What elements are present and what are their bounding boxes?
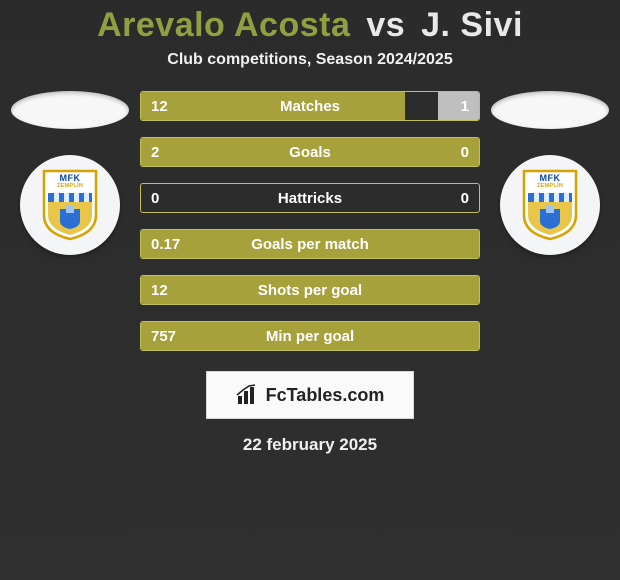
stat-bar: 757Min per goal [140, 321, 480, 351]
player1-oval [11, 91, 129, 129]
player2-oval [491, 91, 609, 129]
bar-value-right: 1 [461, 92, 469, 120]
title-player2: J. Sivi [421, 6, 523, 44]
stat-bar: 0.17Goals per match [140, 229, 480, 259]
bar-fill-left [141, 276, 479, 304]
date-text: 22 february 2025 [0, 435, 620, 455]
subtitle: Club competitions, Season 2024/2025 [0, 51, 620, 69]
bar-label: Hattricks [141, 184, 479, 212]
bar-fill-right [438, 92, 479, 120]
side-right: MFK ZEMPLÍN [490, 91, 610, 255]
bar-value-left: 12 [151, 276, 168, 304]
stat-bars: 121Matches20Goals00Hattricks0.17Goals pe… [140, 91, 480, 351]
crest-text-line2: ZEMPLÍN [42, 183, 98, 189]
main-content: MFK ZEMPLÍN 121Matches20Goals00Hattricks… [0, 91, 620, 351]
comparison-infographic: Arevalo Acosta vs J. Sivi Club competiti… [0, 0, 620, 580]
brand-badge: FcTables.com [206, 371, 414, 419]
stat-bar: 20Goals [140, 137, 480, 167]
stat-bar: 0 0Hattricks [140, 183, 480, 213]
bar-fill-left [141, 92, 405, 120]
bar-value-left: 757 [151, 322, 176, 350]
title: Arevalo Acosta vs J. Sivi [0, 6, 620, 45]
stat-bar: 121Matches [140, 91, 480, 121]
bar-value-right: 0 [461, 184, 469, 212]
player1-club-crest: MFK ZEMPLÍN [20, 155, 120, 255]
crest-shield-icon: MFK ZEMPLÍN [522, 169, 578, 241]
bar-value-left: 12 [151, 92, 168, 120]
crest-shield-icon: MFK ZEMPLÍN [42, 169, 98, 241]
bar-value-left: 0 [151, 184, 159, 212]
side-left: MFK ZEMPLÍN [10, 91, 130, 255]
title-vs: vs [366, 6, 405, 44]
bar-fill-left [141, 230, 479, 258]
bar-chart-icon [236, 384, 262, 406]
bar-fill-left [141, 138, 479, 166]
bar-value-left: 2 [151, 138, 159, 166]
title-player1: Arevalo Acosta [97, 6, 350, 44]
bar-value-left: 0.17 [151, 230, 180, 258]
player2-club-crest: MFK ZEMPLÍN [500, 155, 600, 255]
brand-text: FcTables.com [266, 385, 385, 406]
crest-text-line1: MFK [522, 173, 578, 183]
crest-text-line2: ZEMPLÍN [522, 183, 578, 189]
crest-text-line1: MFK [42, 173, 98, 183]
stat-bar: 12Shots per goal [140, 275, 480, 305]
bar-fill-left [141, 322, 479, 350]
bar-value-right: 0 [461, 138, 469, 166]
